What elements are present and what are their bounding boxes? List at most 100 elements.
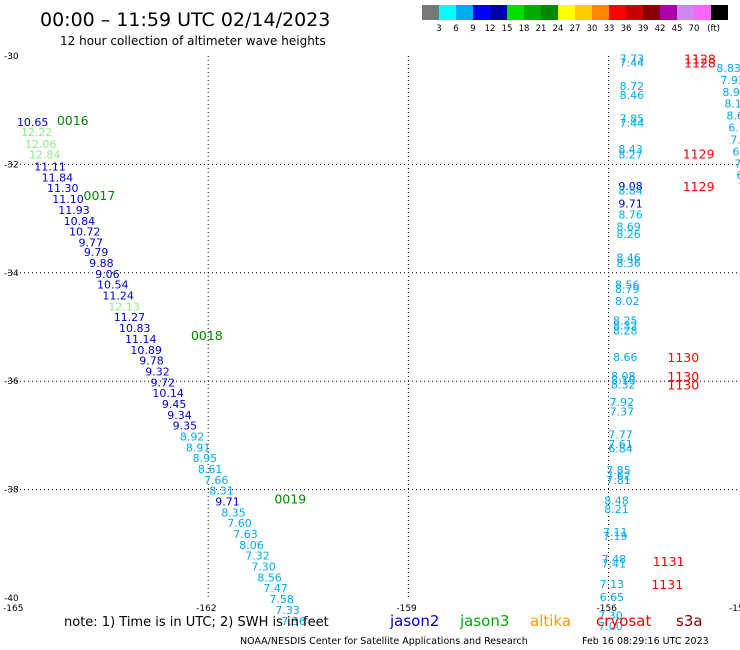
swh-point: 12.84	[29, 149, 61, 162]
swh-point: 7.47	[263, 582, 288, 595]
swh-point: 8.32	[611, 378, 636, 391]
y-tick-label: -36	[4, 377, 19, 387]
legend-swatch	[473, 5, 490, 20]
swh-point: 8.66	[613, 351, 638, 364]
legend-swatch	[524, 5, 541, 20]
legend-tick-label: 45	[672, 24, 683, 34]
swh-point: 7.13	[600, 578, 625, 591]
swh-point: 8.69	[616, 221, 641, 234]
swh-point: 8.48	[604, 494, 629, 507]
swh-point: 11.27	[114, 311, 146, 324]
swh-point: 7.73	[620, 53, 645, 66]
swh-point: 7.19	[603, 530, 628, 543]
swh-point: 10.72	[69, 226, 101, 239]
pass-time-label: 1128	[684, 52, 716, 67]
swh-point: 11.14	[125, 333, 157, 346]
x-tick-label: -162	[196, 604, 216, 614]
mission-label: jason2	[389, 612, 439, 630]
pass-time-label: 0019	[274, 491, 306, 506]
y-tick-label: -34	[4, 269, 19, 279]
legend-swatch	[643, 5, 660, 20]
swh-point: 7.93	[720, 74, 740, 87]
swh-point: 8.10	[611, 374, 636, 387]
swh-point: 8.28	[613, 324, 638, 337]
pass-time-labels: 0016001700180019112811281129112911301130…	[57, 52, 716, 592]
swh-point: 7.85	[620, 112, 645, 125]
swh-point: 11.24	[102, 290, 134, 303]
swh-point: 7.48	[602, 553, 627, 566]
swh-point: 11.30	[47, 182, 79, 195]
swh-point: 6.75	[728, 122, 740, 135]
footer-credit: NOAA/NESDIS Center for Satellite Applica…	[240, 636, 528, 647]
mission-label: cryosat	[596, 612, 651, 630]
swh-point: 11.84	[42, 171, 74, 184]
swh-point: 9.77	[78, 236, 103, 249]
swh-point: 9.35	[173, 420, 198, 433]
pass-time-label: 1129	[683, 147, 715, 162]
swh-point: 7.92	[610, 396, 635, 409]
swh-point: 9.06	[95, 268, 120, 281]
swh-point: 8.08	[611, 370, 636, 383]
pass-time-label: 1131	[651, 577, 683, 592]
legend-tick-label: 15	[502, 24, 513, 34]
legend-tick-label: 30	[587, 24, 598, 34]
pass-time-label: 0018	[191, 328, 223, 343]
chart-title: 00:00 – 11:59 UTC 02/14/2023	[40, 9, 330, 31]
swh-point: 7.62	[606, 470, 631, 483]
swh-point: 10.65	[17, 116, 49, 129]
swh-point: 10.89	[130, 344, 162, 357]
x-tick-label: -159	[396, 604, 417, 614]
swh-point: 7.60	[227, 517, 252, 530]
legend-tick-label: 21	[536, 24, 547, 34]
swh-point: 12.13	[108, 300, 140, 313]
legend-swatch	[677, 5, 694, 20]
swh-point: 10.54	[97, 279, 129, 292]
swh-point: 7.44	[620, 117, 645, 130]
swh-point: 7.77	[608, 428, 633, 441]
legend-tick-label: 9	[470, 24, 475, 34]
swh-point: 7.00	[598, 620, 623, 633]
color-legend: 3 6 9 12 15 18 21 24 27 30 33 36 39 42 45 70 (ft)	[422, 5, 728, 34]
swh-point: 9.34	[167, 409, 192, 422]
swh-point: 6.70	[736, 169, 740, 182]
legend-tick-label: 39	[638, 24, 649, 34]
swh-point: 8.02	[615, 295, 640, 308]
swh-point: 12.06	[25, 138, 57, 151]
swh-point: 8.36	[616, 257, 641, 270]
swh-point: 7.33	[275, 604, 300, 617]
legend-swatch	[592, 5, 609, 20]
swh-point: 7.61	[608, 438, 633, 451]
swh-point: 7.45	[738, 181, 740, 194]
legend-swatch	[694, 5, 711, 20]
swh-point: 8.61	[198, 463, 223, 476]
swh-point: 7.36	[281, 615, 306, 628]
swh-point: 9.72	[151, 376, 176, 389]
swh-point: 8.84	[618, 184, 643, 197]
pass-time-label: 1130	[667, 350, 699, 365]
swh-point: 8.76	[618, 208, 643, 221]
swh-point: 6.65	[600, 591, 625, 604]
swh-point: 6.77	[732, 145, 740, 158]
swh-point: 10.83	[119, 322, 151, 335]
swh-point: 8.79	[615, 283, 640, 296]
legend-swatch	[660, 5, 677, 20]
swh-point: 8.91	[186, 441, 211, 454]
swh-point: 9.78	[139, 355, 164, 368]
swh-point: 9.45	[162, 398, 187, 411]
swh-point: 7.85	[606, 464, 631, 477]
pass-time-label: 0016	[57, 113, 89, 128]
legend-unit: (ft)	[707, 24, 720, 34]
swh-point: 7.41	[602, 557, 627, 570]
swh-point: 8.35	[221, 506, 246, 519]
footer-timestamp: Feb 16 08:29:16 UTC 2023	[582, 636, 709, 647]
swh-point: 9.71	[618, 197, 643, 210]
legend-swatch	[422, 5, 439, 20]
pass-time-label: 1130	[667, 377, 699, 392]
grid-lines	[8, 56, 738, 598]
swh-point: 10.14	[152, 387, 184, 400]
legend-swatch	[439, 5, 456, 20]
swh-point: 7.32	[245, 550, 270, 563]
legend-tick-label: 24	[553, 24, 564, 34]
swh-point: 7.37	[610, 406, 635, 419]
swh-point: 9.08	[618, 180, 643, 193]
